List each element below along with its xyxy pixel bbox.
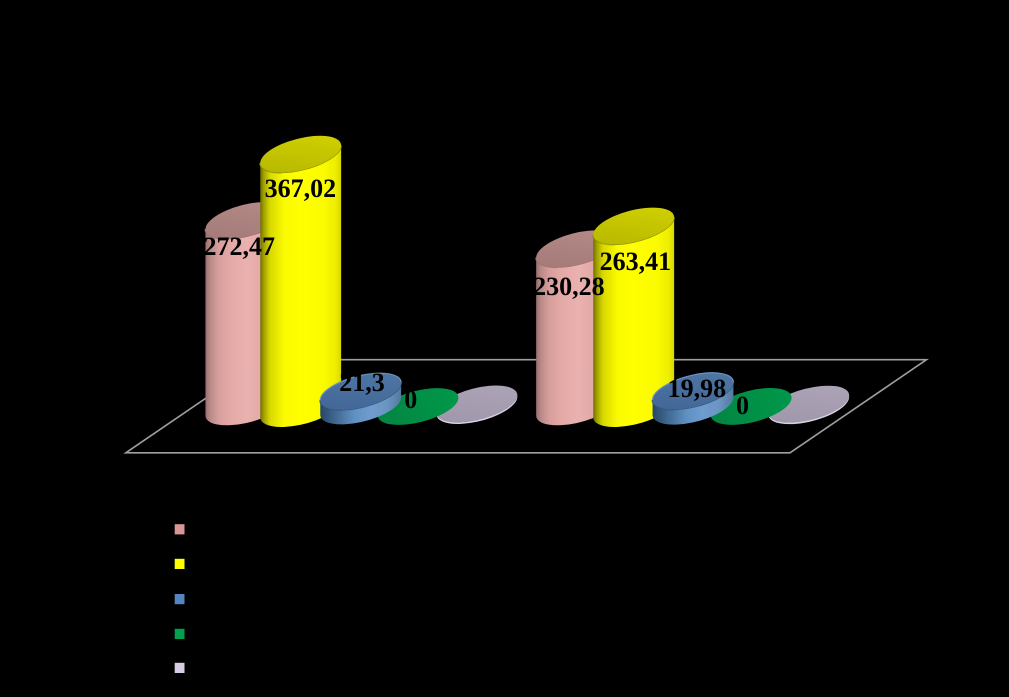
svg-text:0: 0 xyxy=(736,391,749,420)
svg-text:21,3: 21,3 xyxy=(339,368,385,397)
svg-text:0: 0 xyxy=(404,385,417,414)
svg-text:263,41: 263,41 xyxy=(600,247,672,276)
svg-text:19,98: 19,98 xyxy=(668,374,727,403)
svg-text:367,02: 367,02 xyxy=(265,174,337,203)
svg-text:230,28: 230,28 xyxy=(533,272,605,301)
svg-text:272,47: 272,47 xyxy=(204,232,276,261)
